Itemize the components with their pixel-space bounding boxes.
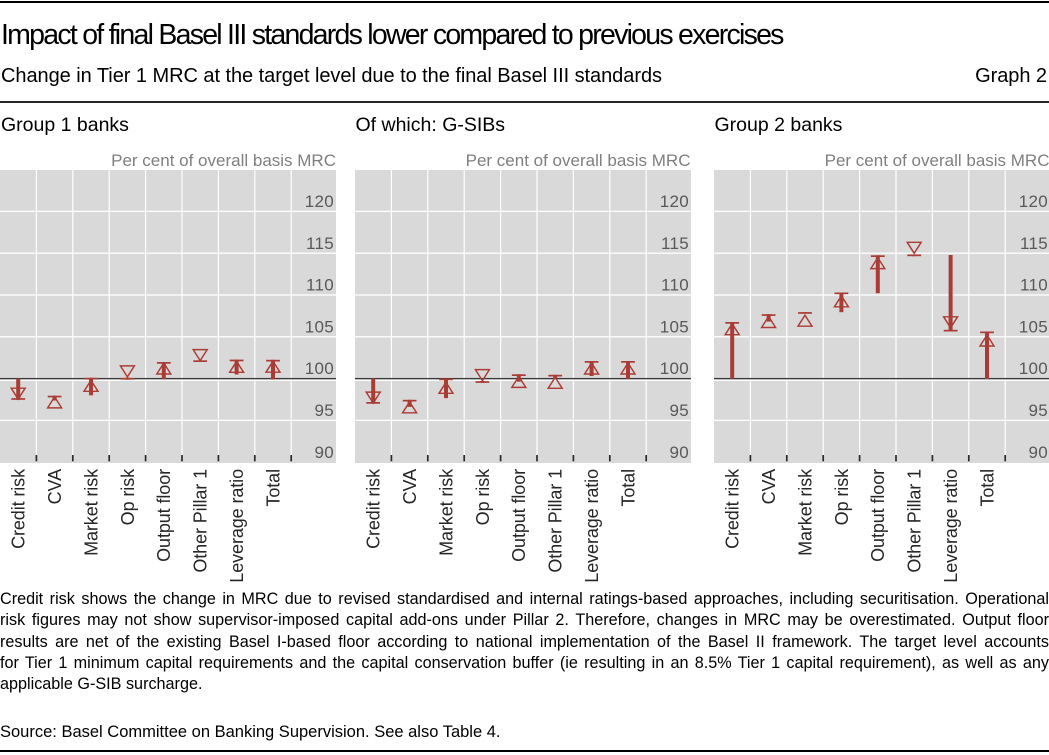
svg-text:100: 100: [1018, 359, 1047, 378]
svg-text:Output floor: Output floor: [154, 469, 174, 562]
svg-text:CVA: CVA: [45, 469, 65, 504]
svg-text:CVA: CVA: [759, 469, 779, 504]
svg-text:95: 95: [669, 401, 689, 420]
svg-text:Market risk: Market risk: [436, 468, 456, 556]
svg-text:Leverage ratio: Leverage ratio: [227, 469, 247, 583]
svg-text:Other Pillar 1: Other Pillar 1: [545, 469, 565, 573]
svg-text:Leverage ratio: Leverage ratio: [941, 469, 961, 583]
svg-text:115: 115: [1019, 234, 1047, 253]
svg-text:Output floor: Output floor: [868, 469, 888, 562]
svg-text:CVA: CVA: [400, 469, 420, 504]
svg-text:115: 115: [660, 234, 688, 253]
svg-text:Other Pillar 1: Other Pillar 1: [191, 469, 211, 573]
svg-text:Market risk: Market risk: [81, 468, 101, 556]
svg-text:110: 110: [306, 276, 334, 295]
svg-text:120: 120: [305, 192, 334, 211]
svg-text:110: 110: [1019, 276, 1047, 295]
svg-text:90: 90: [1028, 443, 1048, 462]
svg-text:105: 105: [305, 317, 334, 336]
svg-text:105: 105: [659, 317, 688, 336]
svg-text:95: 95: [1028, 401, 1048, 420]
svg-text:105: 105: [1018, 317, 1047, 336]
svg-text:Total: Total: [263, 469, 283, 507]
svg-text:Op risk: Op risk: [831, 468, 851, 525]
svg-text:Total: Total: [618, 469, 638, 507]
svg-text:100: 100: [305, 359, 334, 378]
svg-text:Credit risk: Credit risk: [9, 468, 29, 549]
svg-text:90: 90: [314, 443, 334, 462]
svg-text:Market risk: Market risk: [795, 468, 815, 556]
svg-text:90: 90: [669, 443, 689, 462]
svg-text:Total: Total: [977, 469, 997, 507]
svg-text:Leverage ratio: Leverage ratio: [582, 469, 602, 583]
svg-text:Credit risk: Credit risk: [722, 468, 742, 549]
svg-text:Other Pillar 1: Other Pillar 1: [904, 469, 924, 573]
svg-text:120: 120: [659, 192, 688, 211]
svg-text:95: 95: [314, 401, 334, 420]
svg-text:120: 120: [1018, 192, 1047, 211]
svg-text:Op risk: Op risk: [472, 468, 492, 525]
svg-text:115: 115: [306, 234, 334, 253]
svg-text:Output floor: Output floor: [509, 469, 529, 562]
svg-text:Op risk: Op risk: [118, 468, 138, 525]
svg-text:100: 100: [659, 359, 688, 378]
svg-text:110: 110: [660, 276, 688, 295]
svg-text:Credit risk: Credit risk: [363, 468, 383, 549]
